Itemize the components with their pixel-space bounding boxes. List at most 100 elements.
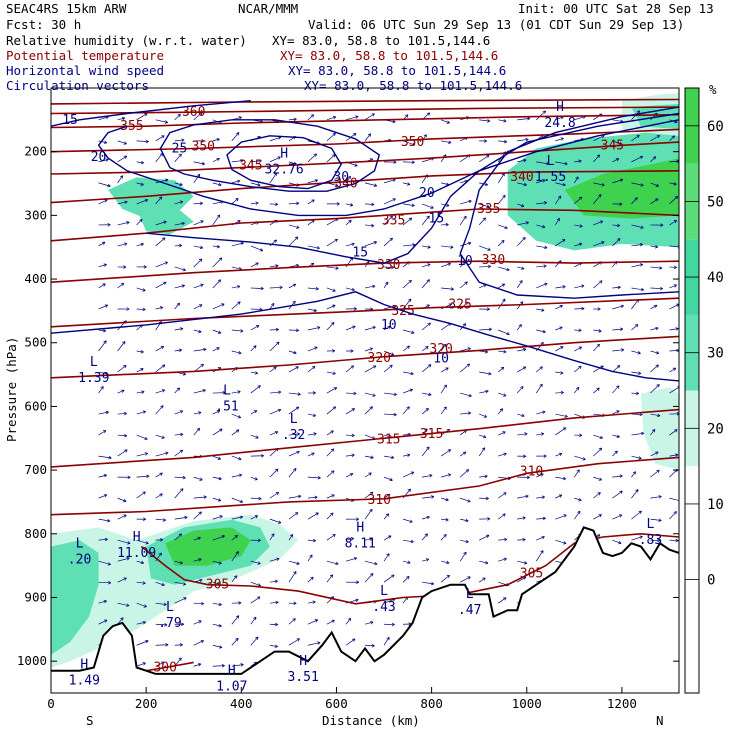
vector-arrow xyxy=(536,329,546,334)
vector-arrow xyxy=(402,182,411,186)
vector-arrow xyxy=(193,601,205,606)
vector-arrow xyxy=(498,537,508,542)
vector-arrow xyxy=(669,497,679,503)
vector-arrow xyxy=(136,198,149,205)
vector-arrow xyxy=(364,537,373,541)
theta-label-355: 355 xyxy=(120,119,143,134)
vector-arrow xyxy=(459,301,469,310)
vector-arrow xyxy=(193,411,202,415)
extremum-symbol: L xyxy=(223,383,231,398)
vector-arrow xyxy=(612,202,623,206)
extremum-value: 8.11 xyxy=(345,536,376,551)
vector-arrow xyxy=(193,389,206,394)
vector-arrow xyxy=(421,203,434,209)
vector-arrow xyxy=(136,287,146,292)
extremum-value: 1.07 xyxy=(216,680,247,695)
theta-label-320: 320 xyxy=(429,342,452,357)
vector-arrow xyxy=(155,518,166,522)
wind-label-10: 10 xyxy=(381,318,397,333)
vector-arrow xyxy=(155,472,163,478)
vector-arrow xyxy=(593,329,602,333)
vector-arrow xyxy=(650,384,660,394)
vector-arrow xyxy=(269,600,279,605)
vector-arrow xyxy=(536,110,546,121)
vector-arrow xyxy=(631,182,644,187)
vector-arrow xyxy=(212,428,223,436)
vector-arrow xyxy=(555,182,566,187)
vector-arrow xyxy=(288,236,299,247)
theta-label-315: 315 xyxy=(420,427,443,442)
vector-arrow xyxy=(307,114,315,121)
vector-arrow xyxy=(669,412,679,416)
vector-arrow xyxy=(326,430,334,436)
wind-line-15 xyxy=(146,112,679,264)
theta-line-330 xyxy=(51,260,679,283)
vector-arrow xyxy=(459,281,468,289)
vector-arrow xyxy=(517,221,529,226)
vector-arrow xyxy=(364,392,376,397)
vector-arrow xyxy=(498,492,507,499)
vector-arrow xyxy=(555,494,563,499)
vector-arrow xyxy=(117,411,127,416)
vector-arrow xyxy=(650,495,662,499)
vector-arrow xyxy=(422,474,433,478)
vector-arrow xyxy=(98,223,111,227)
vector-arrow xyxy=(250,245,264,252)
vector-arrow xyxy=(212,244,220,249)
vector-arrow xyxy=(574,306,585,311)
vector-arrow xyxy=(212,534,225,541)
theta-label-325: 325 xyxy=(448,298,471,313)
vector-arrow xyxy=(479,474,488,479)
vector-arrow xyxy=(212,410,221,415)
vector-arrow xyxy=(307,219,315,226)
vector-arrow xyxy=(517,137,529,142)
vector-arrow xyxy=(574,455,586,461)
vector-arrow xyxy=(650,156,657,163)
vector-arrow xyxy=(555,260,562,268)
vector-arrow xyxy=(155,434,165,439)
extremum-L: L.79 xyxy=(158,600,181,631)
vector-arrow xyxy=(574,365,582,373)
vector-arrow xyxy=(650,428,656,436)
vector-arrow xyxy=(136,410,146,415)
vector-arrow xyxy=(326,154,336,163)
y-tick-label: 400 xyxy=(24,271,47,286)
rh-region-6 xyxy=(640,387,679,471)
vector-arrow xyxy=(326,349,336,353)
vector-arrow xyxy=(479,560,489,565)
vector-arrow xyxy=(212,182,222,187)
vector-arrow xyxy=(345,365,354,373)
vector-arrow xyxy=(402,406,410,415)
terrain-line xyxy=(51,526,679,675)
y-tick-label: 700 xyxy=(24,462,47,477)
vector-arrow xyxy=(269,341,280,352)
vector-arrow xyxy=(650,198,659,205)
vector-arrow xyxy=(536,366,543,373)
vector-arrow xyxy=(117,221,130,226)
vector-arrow xyxy=(231,473,243,478)
vector-arrow xyxy=(441,497,449,502)
vector-arrow xyxy=(459,551,467,562)
vector-arrow xyxy=(98,158,109,163)
vector-arrow xyxy=(193,558,202,562)
extremum-symbol: L xyxy=(466,587,474,602)
vector-arrow xyxy=(402,298,412,310)
vector-arrow xyxy=(269,156,281,163)
field-circ-xy: XY= 83.0, 58.8 to 101.5,144.6 xyxy=(304,78,522,93)
vector-arrow xyxy=(136,581,146,585)
vector-arrow xyxy=(479,434,487,439)
vector-arrow xyxy=(402,279,412,289)
vector-arrow xyxy=(269,302,275,310)
vector-arrow xyxy=(383,553,390,562)
vector-arrow xyxy=(460,518,469,523)
vector-arrow xyxy=(288,512,299,520)
vector-arrow xyxy=(98,494,108,499)
x-tick-label: 1000 xyxy=(512,696,542,711)
vector-arrow xyxy=(174,533,183,541)
vector-arrow xyxy=(98,580,112,585)
vector-arrow xyxy=(422,495,435,499)
vector-arrow xyxy=(307,326,321,331)
vector-arrow xyxy=(631,391,640,396)
vector-arrow xyxy=(193,536,201,541)
extremum-H: H3.51 xyxy=(287,654,318,685)
